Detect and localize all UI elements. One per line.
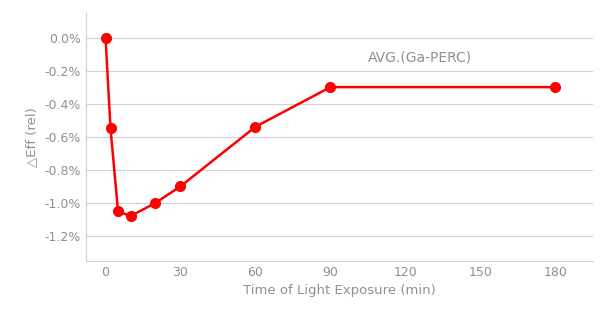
- Text: AVG.(Ga-PERC): AVG.(Ga-PERC): [368, 51, 472, 65]
- X-axis label: Time of Light Exposure (min): Time of Light Exposure (min): [243, 284, 436, 297]
- Y-axis label: △Eff (rel): △Eff (rel): [26, 107, 38, 167]
